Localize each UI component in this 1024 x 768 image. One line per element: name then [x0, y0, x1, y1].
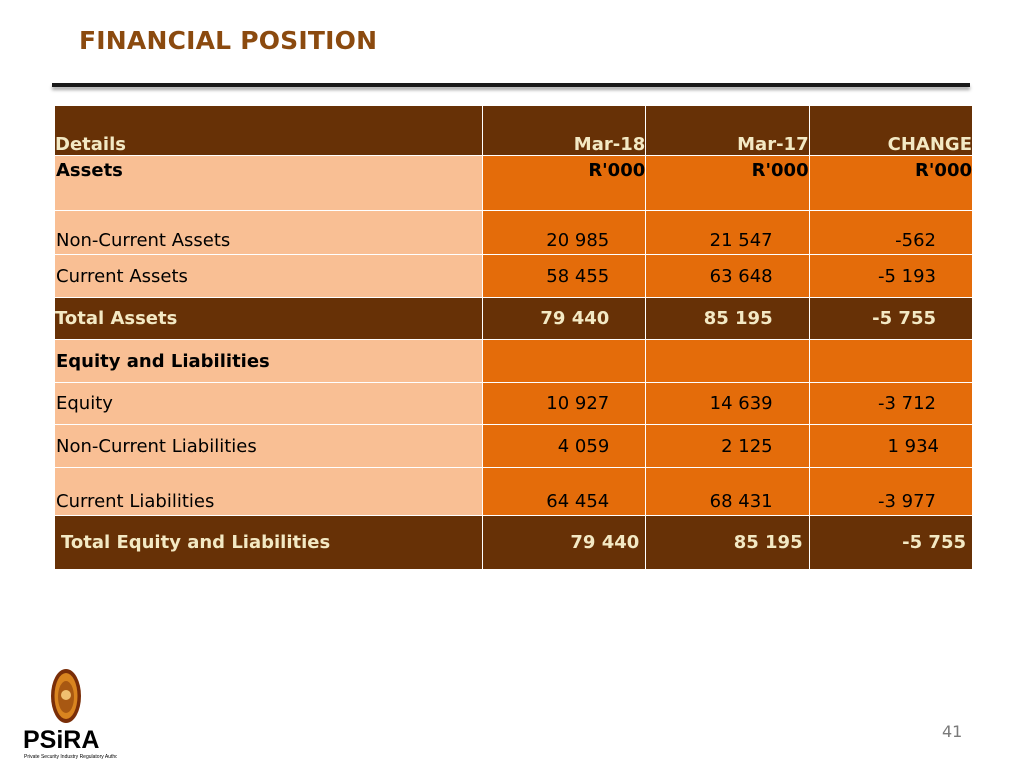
page-number: 41 [942, 722, 963, 741]
header-mar17: Mar-17 [645, 105, 810, 156]
page-title: FINANCIAL POSITION [79, 26, 378, 55]
assets-heading: Assets [54, 155, 483, 211]
table-row: Non-Current Liabilities 4 059 2 125 1 93… [54, 424, 974, 468]
row-label: Current Liabilities [54, 467, 483, 516]
title-divider [52, 83, 970, 87]
table-row: Current Liabilities 64 454 68 431 -3 977 [54, 467, 974, 516]
psira-logo: PSiRA Private Security Industry Regulato… [22, 668, 125, 763]
row-mar17: 14 639 [645, 382, 810, 425]
row-change: 1 934 [808, 424, 974, 468]
table-header-row: Details Mar-18 Mar-17 CHANGE [54, 105, 974, 156]
row-mar17: 68 431 [645, 467, 810, 516]
total-assets-row: Total Assets 79 440 85 195 -5 755 [54, 297, 974, 340]
row-label: Equity and Liabilities [54, 339, 483, 383]
row-change: -5 755 [808, 297, 974, 340]
equity-liabilities-heading-row: Equity and Liabilities [54, 339, 974, 383]
row-label: Non-Current Liabilities [54, 424, 483, 468]
row-label: Non-Current Assets [54, 210, 483, 255]
row-mar18: 10 927 [481, 382, 647, 425]
row-label: Total Equity and Liabilities [54, 515, 483, 570]
financial-position-table: Details Mar-18 Mar-17 CHANGE Assets R'00… [54, 105, 974, 570]
row-mar18: 4 059 [481, 424, 647, 468]
table-row: Current Assets 58 455 63 648 -5 193 [54, 254, 974, 298]
row-mar18: 79 440 [481, 297, 647, 340]
row-mar17: 63 648 [645, 254, 810, 298]
row-mar18: 64 454 [481, 467, 647, 516]
table-row: Equity 10 927 14 639 -3 712 [54, 382, 974, 425]
row-mar18: 79 440 [481, 515, 647, 570]
row-change: -3 977 [808, 467, 974, 516]
units-row: Assets R'000 R'000 R'000 [54, 155, 974, 211]
row-change: -3 712 [808, 382, 974, 425]
row-mar17 [645, 339, 810, 383]
row-mar18: 20 985 [481, 210, 647, 255]
row-change: -562 [808, 210, 974, 255]
header-change: CHANGE [808, 105, 974, 156]
row-mar17: 85 195 [645, 297, 810, 340]
header-mar18: Mar-18 [481, 105, 647, 156]
unit-mar18: R'000 [481, 155, 647, 211]
lion-crest-icon: PSiRA Private Security Industry Regulato… [23, 669, 125, 760]
row-mar18 [481, 339, 647, 383]
row-change: -5 193 [808, 254, 974, 298]
total-equity-liabilities-row: Total Equity and Liabilities 79 440 85 1… [54, 515, 974, 570]
unit-change: R'000 [808, 155, 974, 211]
row-change: -5 755 [808, 515, 974, 570]
svg-text:PSiRA: PSiRA [23, 726, 99, 754]
row-mar17: 2 125 [645, 424, 810, 468]
row-label: Total Assets [54, 297, 483, 340]
header-details: Details [54, 105, 483, 156]
row-mar18: 58 455 [481, 254, 647, 298]
svg-text:Private Security Industry Regu: Private Security Industry Regulatory Aut… [24, 754, 117, 760]
row-mar17: 21 547 [645, 210, 810, 255]
table-row: Non-Current Assets 20 985 21 547 -562 [54, 210, 974, 255]
row-change [808, 339, 974, 383]
row-label: Current Assets [54, 254, 483, 298]
row-label: Equity [54, 382, 483, 425]
unit-mar17: R'000 [645, 155, 810, 211]
row-mar17: 85 195 [645, 515, 810, 570]
